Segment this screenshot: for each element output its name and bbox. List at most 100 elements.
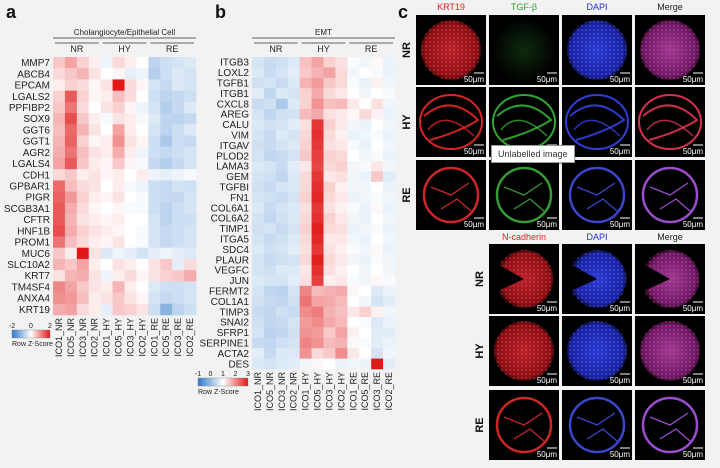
panel-c-letter: c [398, 2, 408, 22]
group-label: HY [118, 44, 131, 54]
channel-header: DAPI [586, 232, 607, 242]
gene-label: ACTA2 [218, 349, 250, 360]
heatmap-cell [311, 296, 324, 307]
color-key-bar [11, 329, 51, 339]
heatmap-cell [160, 157, 173, 170]
heatmap-cell [136, 202, 149, 215]
heatmap-cell [383, 213, 396, 224]
heatmap-cell [64, 180, 78, 192]
heatmap-cell [124, 146, 137, 159]
heatmap-cell [311, 129, 324, 141]
heatmap-cell [76, 79, 90, 91]
heatmap-cell [335, 119, 348, 131]
heatmap-cell [124, 292, 137, 305]
heatmap-title: Cholangiocyte/Epithelial Cell [74, 28, 176, 37]
heatmap-cell [148, 281, 161, 293]
heatmap-cell [287, 129, 300, 141]
heatmap-cell [299, 150, 312, 162]
heatmap-cell [184, 90, 197, 103]
heatmap-cell [311, 202, 324, 214]
heatmap-cell [335, 306, 348, 318]
heatmap-cell [371, 119, 384, 131]
organoid-texture [498, 249, 554, 308]
gene-label: ANXA4 [17, 294, 50, 305]
color-key-label: Row Z-Score [198, 389, 239, 396]
heatmap-cell [88, 236, 101, 248]
column-label: ICO3_NR [277, 372, 287, 412]
heatmap-cell [184, 225, 197, 237]
heatmap-cell [184, 146, 197, 159]
heatmap-cell [53, 214, 66, 226]
channel-header: N-cadherin [502, 232, 546, 242]
heatmap-cell [124, 281, 137, 293]
heatmap-cell [371, 171, 384, 183]
gene-label: VIM [231, 131, 249, 142]
column-label: ICO5_RE [161, 318, 171, 357]
heatmap-cell [383, 109, 396, 120]
heatmap-cell [100, 247, 113, 260]
organoid-outline [495, 166, 553, 224]
heatmap-cell [136, 57, 149, 69]
heatmap-cell [359, 67, 372, 79]
heatmap-cell [383, 129, 396, 141]
heatmap-cell [160, 258, 173, 271]
heatmap-cell [64, 214, 78, 226]
heatmap-cell [64, 292, 78, 305]
heatmap-cell [323, 358, 336, 370]
heatmap-cell [323, 129, 336, 141]
heatmap-cell [252, 275, 265, 287]
heatmap-cell [347, 265, 360, 276]
heatmap-cell [172, 214, 185, 226]
heatmap-cell [311, 213, 324, 224]
group-label: HY [317, 44, 330, 54]
heatmap-cell [172, 258, 185, 271]
heatmap-cell [299, 327, 312, 339]
heatmap-cell [252, 98, 265, 110]
heatmap-cell [287, 67, 300, 79]
heatmap-cell [136, 281, 149, 293]
organoid-texture [644, 249, 700, 308]
heatmap-cell [112, 236, 125, 248]
heatmap-cell [371, 98, 384, 110]
heatmap-cell [323, 181, 336, 193]
heatmap-cell [347, 337, 360, 349]
heatmap-cell [53, 57, 66, 69]
heatmap-cell [112, 135, 125, 148]
heatmap-cell [124, 191, 137, 204]
heatmap-cell [88, 303, 101, 316]
heatmap-cell [323, 317, 336, 328]
gene-label: TGFB1 [217, 79, 250, 90]
heatmap-cell [335, 140, 348, 151]
heatmap-cell [347, 213, 360, 224]
heatmap-cell [88, 180, 101, 192]
heatmap-cell [88, 68, 101, 80]
organoid-texture [421, 20, 481, 80]
heatmap-cell [148, 303, 161, 316]
heatmap-cell [112, 247, 125, 260]
heatmap-cell [347, 285, 360, 297]
heatmap-cell [323, 150, 336, 162]
heatmap-cell [100, 270, 113, 282]
heatmap-cell [184, 79, 197, 91]
heatmap-cell [287, 358, 300, 370]
heatmap-cell [347, 244, 360, 255]
heatmap-cell [383, 181, 396, 193]
heatmap-cell [371, 223, 384, 235]
column-label: ICO1_NR [253, 372, 263, 412]
gene-label: ABCB4 [17, 69, 50, 80]
heatmap-cell [287, 181, 300, 193]
row-label: RE [401, 187, 413, 202]
gene-label: PROM1 [14, 238, 50, 249]
heatmap-cell [53, 236, 66, 248]
heatmap-cell [184, 57, 197, 69]
column-label: ICO2_NR [289, 372, 299, 412]
heatmap-cell [311, 119, 324, 131]
heatmap-cell [64, 303, 78, 316]
heatmap-cell [335, 161, 348, 172]
heatmap-cell [124, 270, 137, 282]
heatmap-cell [76, 270, 90, 282]
heatmap-cell [124, 135, 137, 148]
heatmap-cell [275, 119, 289, 131]
heatmap-cell [184, 180, 197, 192]
